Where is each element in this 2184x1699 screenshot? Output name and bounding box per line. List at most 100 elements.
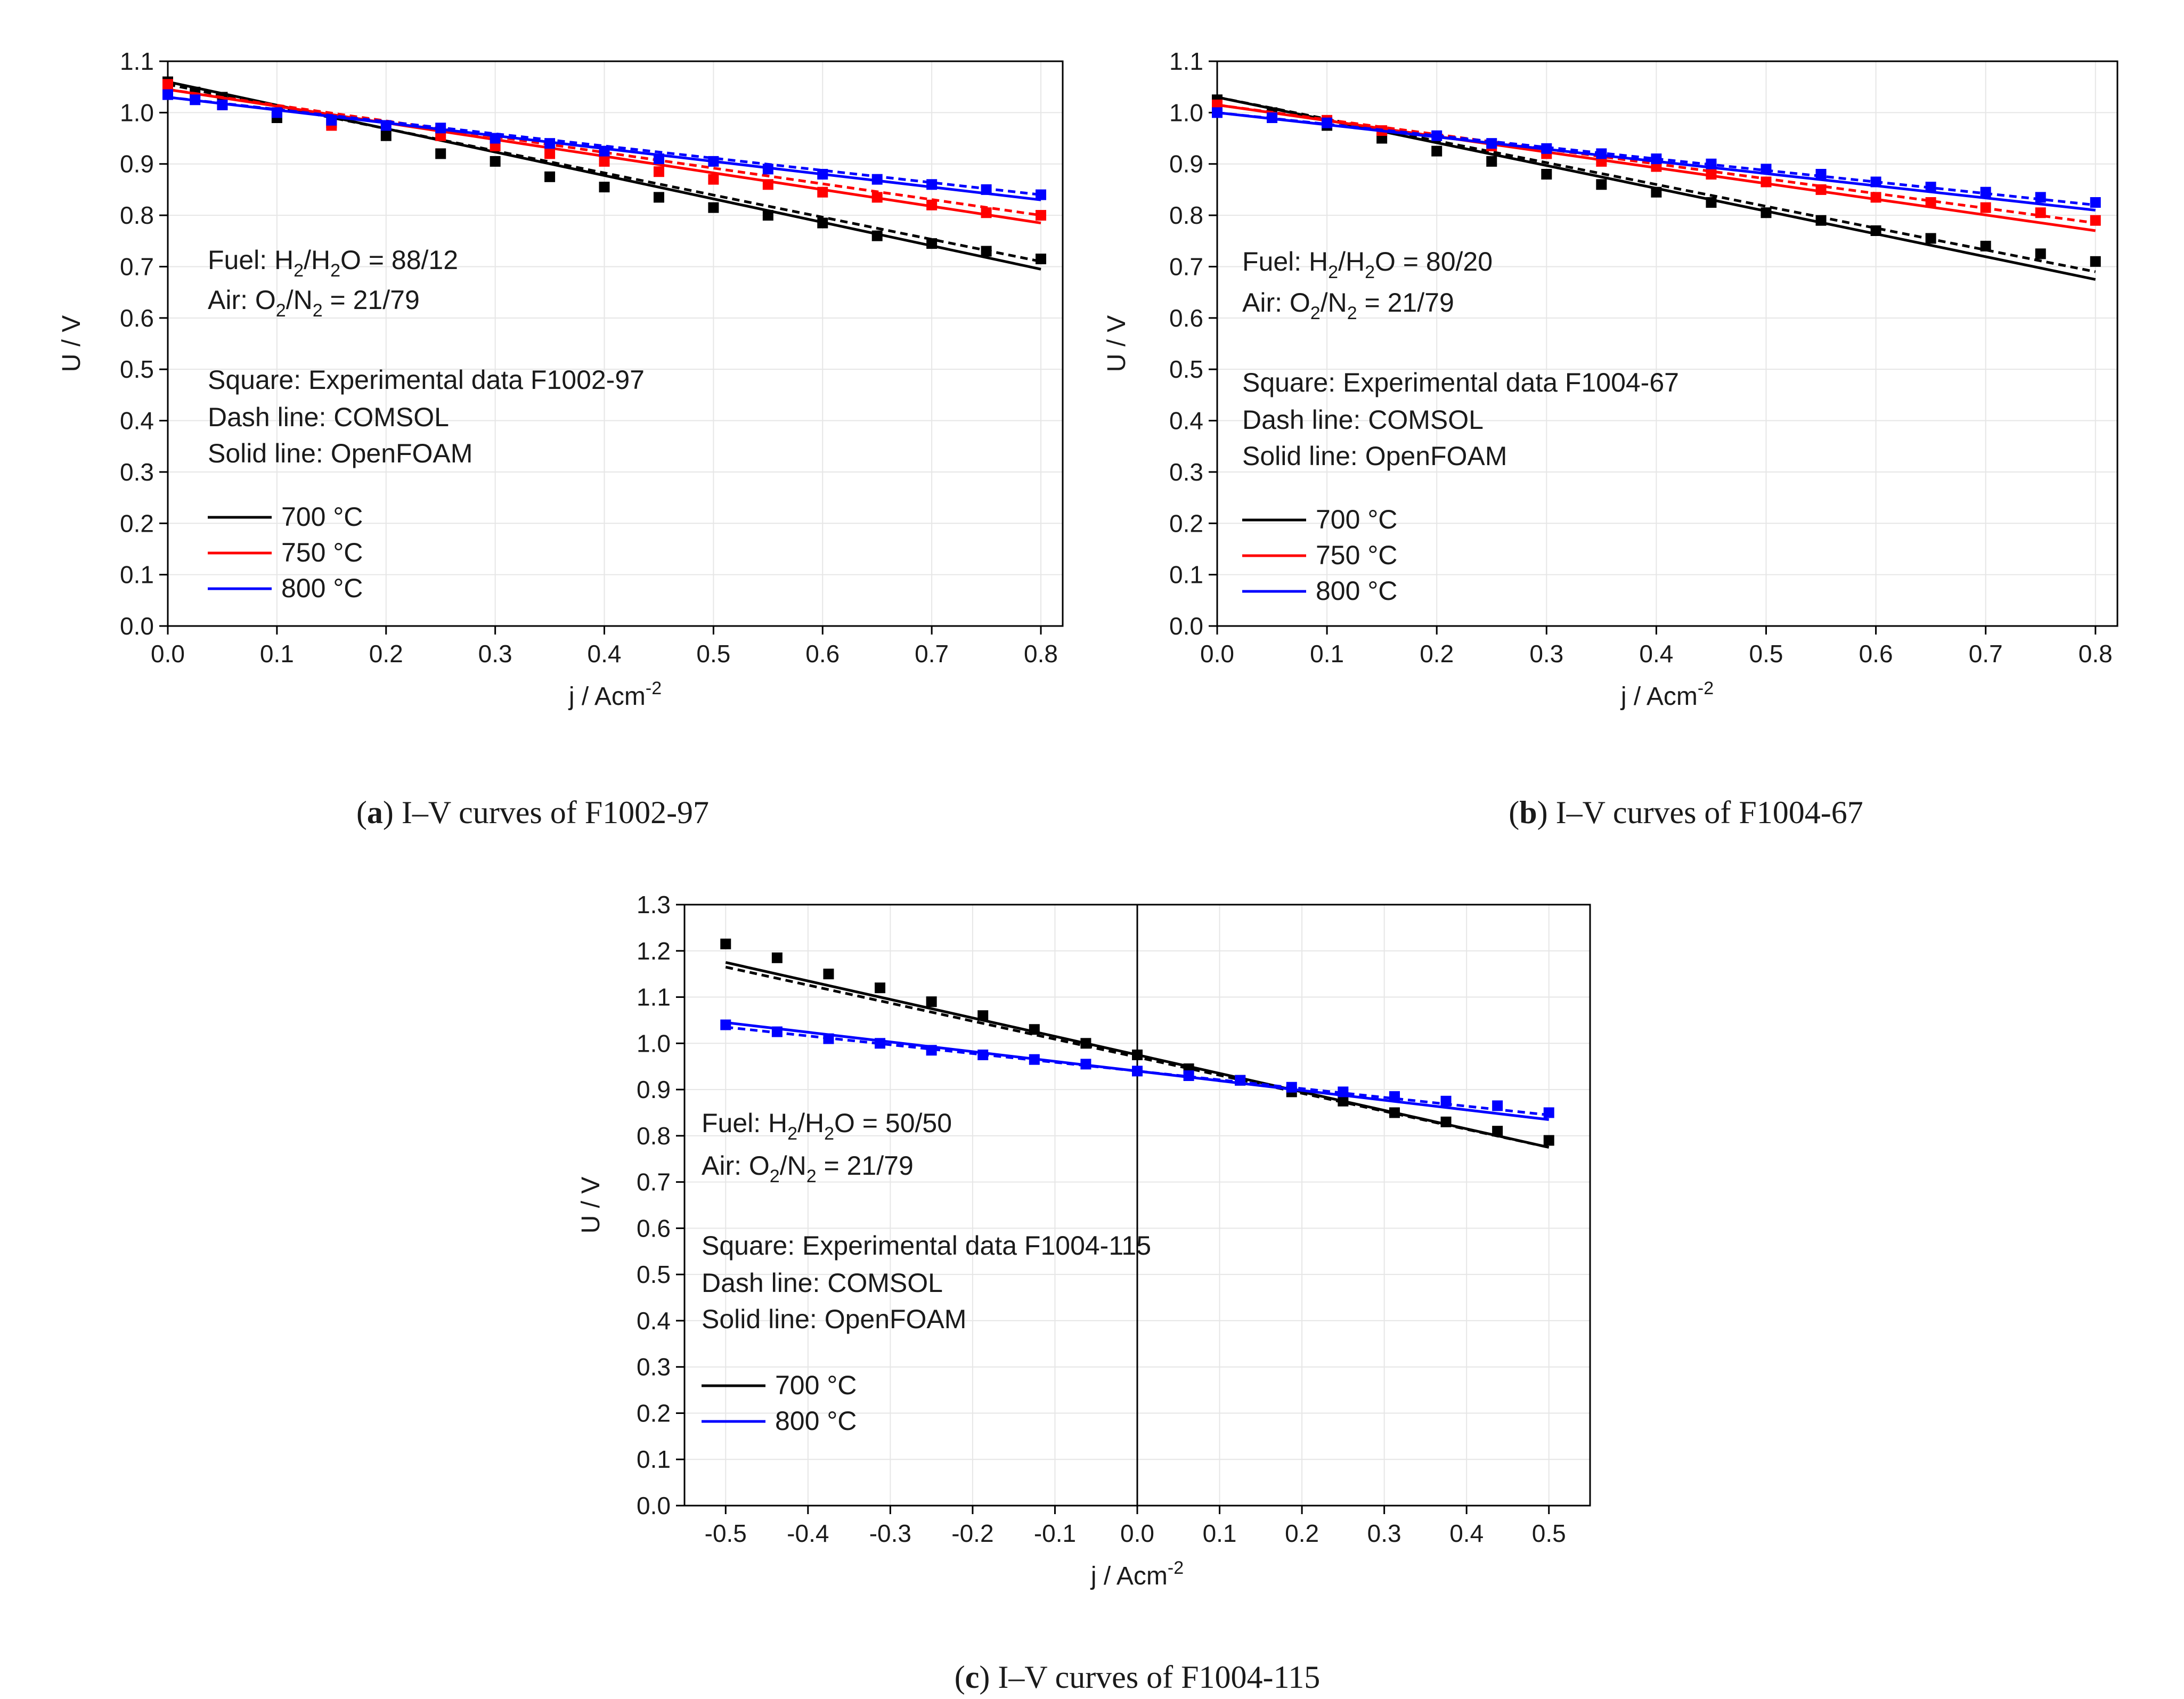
experimental-point xyxy=(871,230,883,241)
subfigure-caption: (b) I–V curves of F1004-67 xyxy=(1509,795,1863,830)
y-tick-label: 0.4 xyxy=(120,407,154,435)
y-tick-label: 0.5 xyxy=(120,355,154,383)
x-tick-label: 0.1 xyxy=(1310,640,1344,668)
y-tick-label: 0.9 xyxy=(1169,150,1203,178)
x-tick-label: 0.0 xyxy=(151,640,185,668)
x-tick-label: 0.1 xyxy=(260,640,294,668)
experimental-point xyxy=(1235,1075,1246,1086)
y-tick-label: 1.1 xyxy=(120,47,154,75)
experimental-point xyxy=(653,166,664,177)
experimental-point xyxy=(380,130,392,141)
y-tick-label: 0.4 xyxy=(637,1307,671,1335)
x-tick-label: 0.3 xyxy=(478,640,512,668)
experimental-note: Square: Experimental data F1004-115 xyxy=(702,1231,1151,1261)
experimental-point xyxy=(2035,192,2046,203)
comsol-note: Dash line: COMSOL xyxy=(1242,405,1484,435)
x-tick-label: 0.6 xyxy=(805,640,840,668)
x-axis-label: j / Acm-2 xyxy=(568,678,662,711)
x-tick-label: 0.2 xyxy=(1420,640,1454,668)
experimental-point xyxy=(823,1033,834,1044)
x-tick-label: 0.0 xyxy=(1120,1519,1154,1547)
experimental-point xyxy=(871,192,883,203)
experimental-point xyxy=(217,99,228,110)
comsol-note: Dash line: COMSOL xyxy=(702,1268,943,1298)
experimental-point xyxy=(1440,1095,1452,1107)
y-tick-label: 1.1 xyxy=(637,983,671,1011)
chart-panel-a: 0.0 0.1 0.2 0.3 0.4 0.5 0.6 0.7 0.8 0.0 0.1 0.2 0.3 0… xyxy=(58,47,1064,830)
experimental-point xyxy=(1925,197,1936,208)
x-tick-label: -0.3 xyxy=(869,1519,911,1547)
experimental-point xyxy=(1980,202,1991,213)
experimental-point xyxy=(1761,176,1772,188)
experimental-point xyxy=(1706,158,1717,169)
subfigure-caption: (c) I–V curves of F1004-115 xyxy=(955,1660,1321,1695)
y-tick-label: 0.3 xyxy=(1169,458,1203,486)
experimental-point xyxy=(926,179,938,190)
experimental-point xyxy=(875,982,886,994)
x-tick-label: 0.2 xyxy=(1285,1519,1319,1547)
experimental-point xyxy=(875,1038,886,1049)
x-tick-label: 0.2 xyxy=(369,640,403,668)
experimental-point xyxy=(1036,210,1047,221)
experimental-point xyxy=(1431,145,1443,157)
legend-entry: 700 °C xyxy=(281,502,363,532)
subfigure-caption: (a) I–V curves of F1002-97 xyxy=(356,795,709,830)
experimental-point xyxy=(599,145,610,157)
y-tick-label: 0.9 xyxy=(637,1076,671,1103)
y-tick-label: 0.0 xyxy=(1169,612,1203,640)
y-tick-label: 0.8 xyxy=(637,1122,671,1150)
chart-panel-b: 0.0 0.1 0.2 0.3 0.4 0.5 0.6 0.7 0.8 0.0 0.1 0.2 0.3 0… xyxy=(1103,47,2118,830)
experimental-point xyxy=(1389,1091,1400,1102)
y-axis-label: U / V xyxy=(577,1177,605,1234)
experimental-point xyxy=(162,79,173,90)
x-tick-label: -0.1 xyxy=(1034,1519,1076,1547)
experimental-point xyxy=(1492,1126,1503,1137)
experimental-point xyxy=(2035,248,2046,259)
experimental-point xyxy=(1596,148,1607,159)
y-tick-label: 1.0 xyxy=(120,99,154,126)
experimental-point xyxy=(977,1050,989,1060)
experimental-point xyxy=(1389,1107,1400,1118)
experimental-point xyxy=(981,184,992,195)
fuel-composition-text: Fuel: H2/H2O = 88/12 xyxy=(208,245,458,281)
experimental-point xyxy=(1036,254,1047,264)
experimental-point xyxy=(326,115,337,126)
experimental-point xyxy=(708,202,719,213)
experimental-point xyxy=(1267,112,1278,123)
experimental-point xyxy=(1925,233,1936,244)
experimental-point xyxy=(720,938,731,949)
experimental-point xyxy=(653,153,664,165)
experimental-point xyxy=(823,969,834,980)
experimental-point xyxy=(1761,207,1772,218)
x-tick-label: 0.4 xyxy=(1449,1519,1484,1547)
x-tick-label: -0.2 xyxy=(951,1519,993,1547)
x-tick-label: -0.4 xyxy=(787,1519,829,1547)
experimental-point xyxy=(1870,225,1881,236)
x-tick-label: 0.5 xyxy=(696,640,730,668)
y-tick-label: 0.7 xyxy=(1169,253,1203,280)
legend-entry: 700 °C xyxy=(775,1370,857,1400)
air-composition-text: Air: O2/N2 = 21/79 xyxy=(208,285,420,321)
experimental-point xyxy=(2090,256,2101,267)
comsol-note: Dash line: COMSOL xyxy=(208,402,449,432)
experimental-point xyxy=(1815,169,1827,180)
experimental-point xyxy=(981,246,992,257)
y-tick-label: 0.5 xyxy=(637,1261,671,1288)
experimental-point xyxy=(271,107,282,118)
experimental-point xyxy=(817,217,828,229)
y-tick-label: 0.0 xyxy=(637,1492,671,1519)
experimental-point xyxy=(380,120,392,131)
experimental-point xyxy=(2035,207,2046,218)
openfoam-note: Solid line: OpenFOAM xyxy=(702,1304,966,1334)
x-tick-label: 0.8 xyxy=(1024,640,1058,668)
experimental-note: Square: Experimental data F1004-67 xyxy=(1242,368,1679,397)
experimental-point xyxy=(771,952,783,963)
chart-panel-c: -0.5 -0.4 -0.3 -0.2 -0.1 0.0 0.1 0.2 0.3 0.4 0.5 0.… xyxy=(577,891,1591,1695)
experimental-point xyxy=(544,138,556,149)
experimental-point xyxy=(771,1026,783,1037)
experimental-point xyxy=(435,123,446,134)
y-tick-label: 0.6 xyxy=(637,1214,671,1242)
experimental-point xyxy=(1980,240,1991,251)
